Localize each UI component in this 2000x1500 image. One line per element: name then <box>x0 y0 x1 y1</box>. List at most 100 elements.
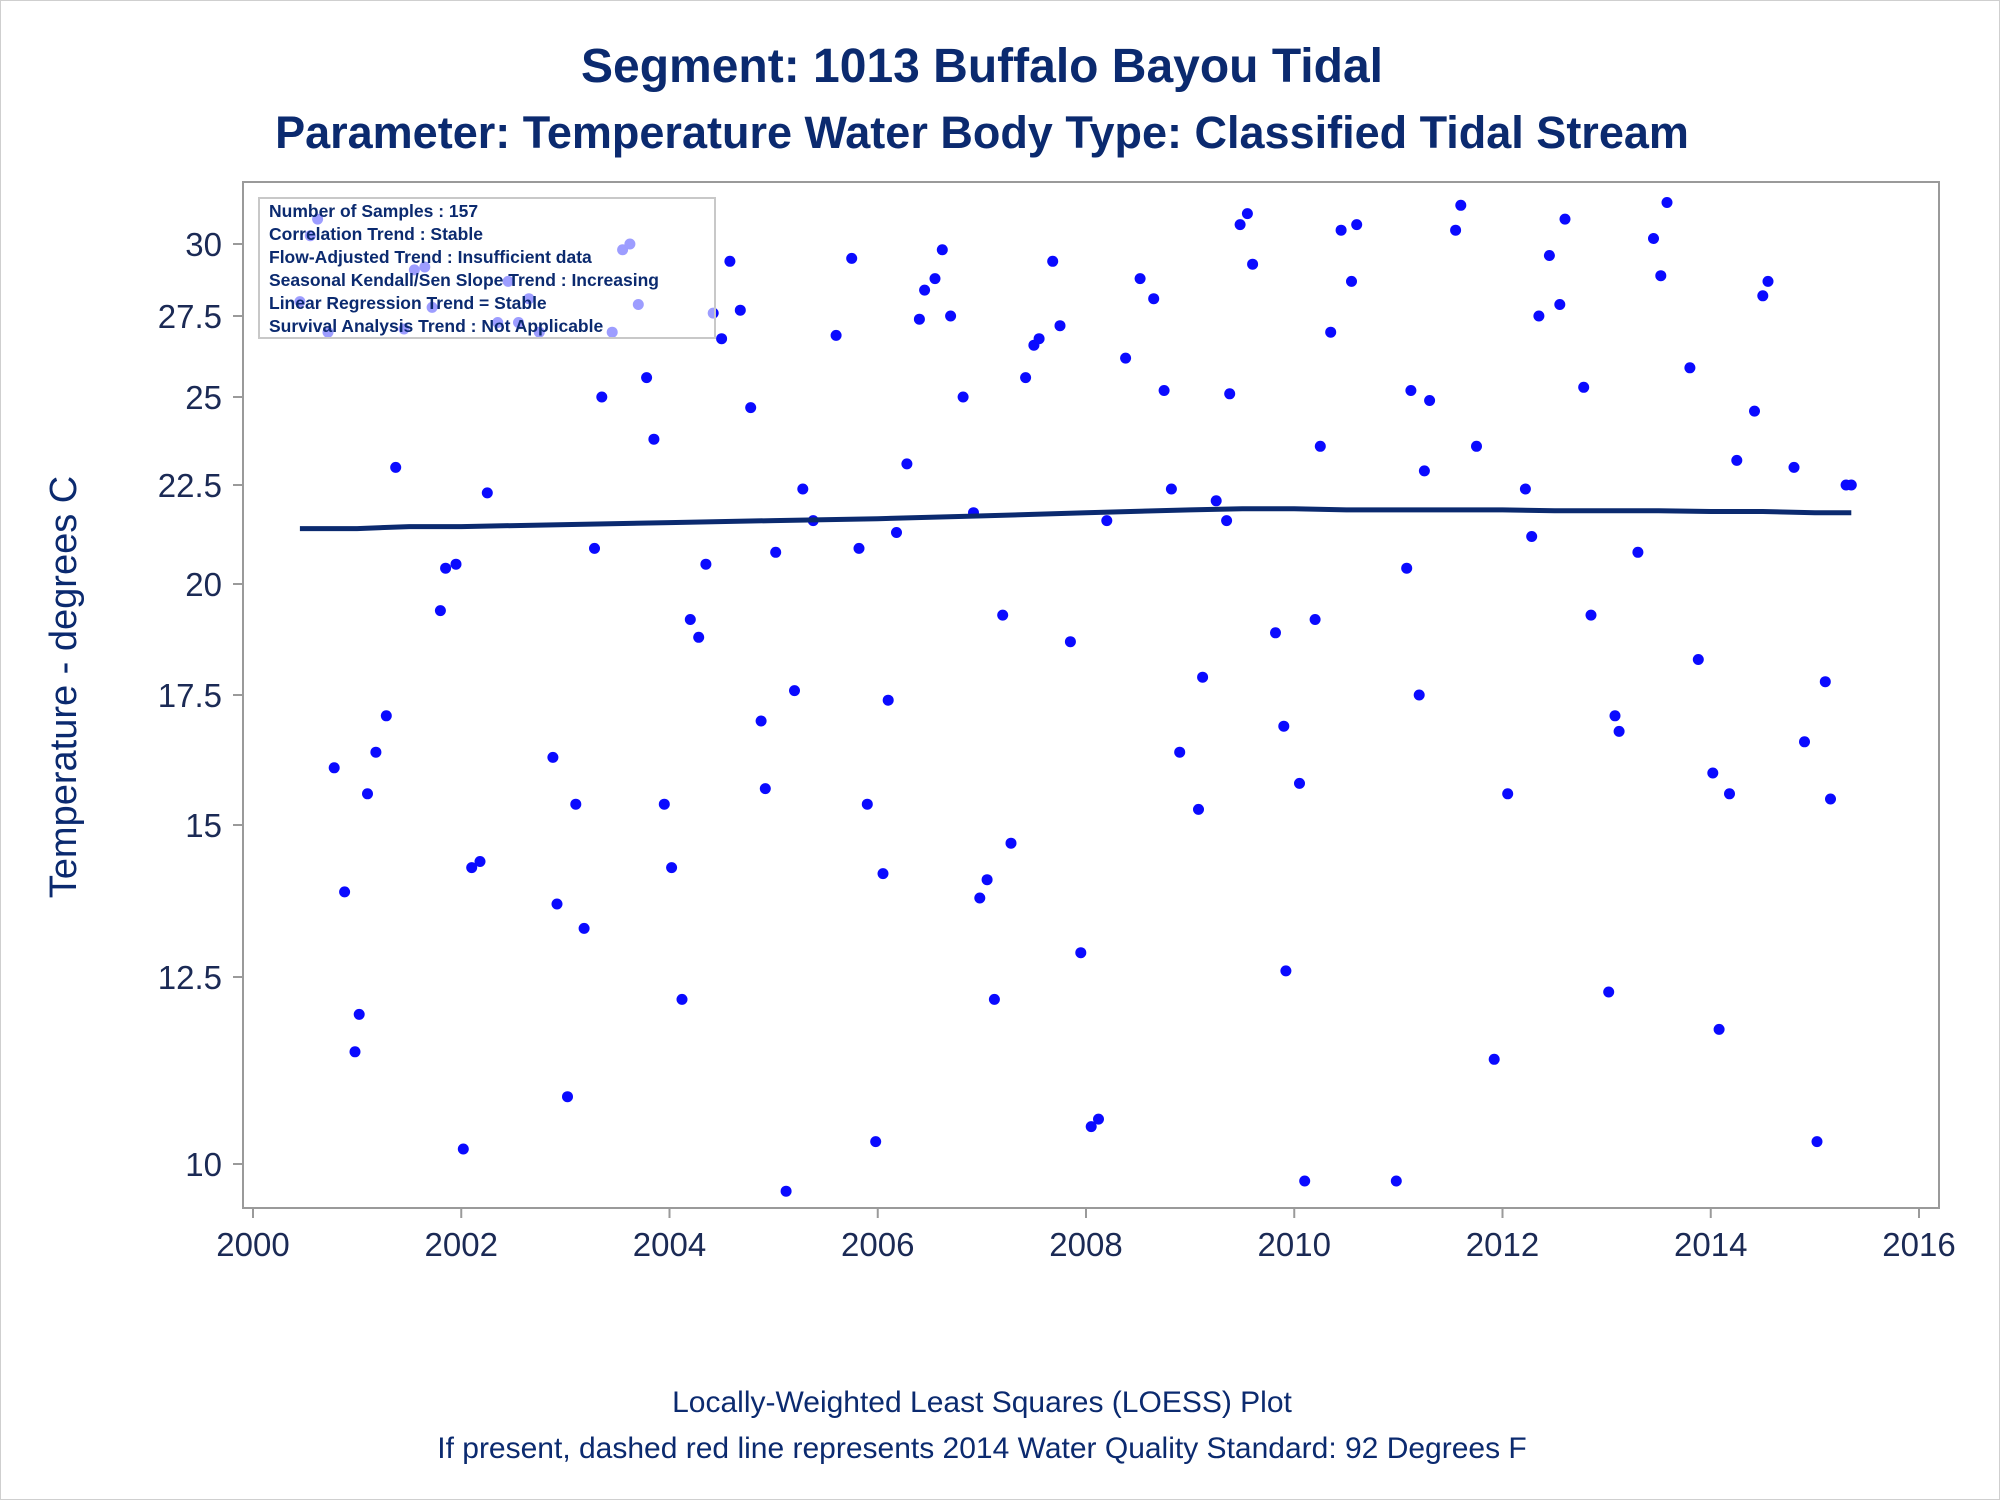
sample-point <box>589 542 600 554</box>
stats-line: Seasonal Kendall/Sen Slope Trend : Incre… <box>269 270 659 290</box>
sample-point <box>570 798 582 810</box>
sample-point <box>684 614 696 625</box>
chart-title: Segment: 1013 Buffalo Bayou Tidal <box>581 40 1383 93</box>
sample-point <box>1085 1121 1097 1133</box>
sample-point <box>919 284 931 296</box>
sample-point <box>1533 310 1545 322</box>
sample-point <box>676 993 688 1005</box>
y-tick-label: 25 <box>185 379 222 416</box>
x-tick-label: 2008 <box>1049 1226 1122 1263</box>
sample-point <box>1401 562 1413 574</box>
sample-point <box>1054 320 1066 332</box>
sample-point <box>466 862 478 874</box>
sample-point <box>789 685 800 697</box>
sample-point <box>1101 515 1113 527</box>
sample-point <box>1221 515 1233 527</box>
sample-point <box>1684 362 1696 374</box>
stats-box: Number of Samples : 157 Correlation Trend… <box>258 197 716 339</box>
sample-point <box>1241 208 1253 220</box>
sample-point <box>440 562 452 574</box>
sample-point <box>1526 531 1538 542</box>
sample-point <box>870 1136 882 1148</box>
loess-line <box>299 506 1852 532</box>
sample-point <box>1346 275 1357 287</box>
sample-point <box>1632 546 1644 558</box>
sample-point <box>1093 1113 1104 1125</box>
sample-point <box>349 1046 361 1058</box>
y-tick-label: 20 <box>185 566 222 603</box>
sample-point <box>1661 197 1673 208</box>
sample-point <box>1724 788 1735 800</box>
sample-point <box>1825 793 1836 805</box>
x-tick-label: 2016 <box>1882 1226 1955 1263</box>
sample-point <box>1278 720 1290 732</box>
y-tick-label: 27.5 <box>158 298 222 335</box>
sample-point <box>745 402 757 414</box>
sample-point <box>339 886 351 898</box>
y-tick-label: 22.5 <box>158 467 222 504</box>
stats-line: Survival Analysis Trend : Not Applicable <box>269 316 603 336</box>
sample-point <box>1174 746 1186 758</box>
stats-line: Flow-Adjusted Trend : Insufficient data <box>269 247 592 267</box>
sample-point <box>1193 803 1204 815</box>
footnote-loess: Locally-Weighted Least Squares (LOESS) P… <box>672 1386 1292 1419</box>
sample-point <box>1047 255 1059 267</box>
sample-point <box>390 461 402 473</box>
sample-point <box>780 1185 792 1197</box>
sample-point <box>882 694 894 706</box>
sample-point <box>1450 224 1462 236</box>
x-tick-label: 2004 <box>633 1226 706 1263</box>
sample-point <box>1314 440 1326 452</box>
sample-point <box>700 558 712 570</box>
y-tick-label: 12.5 <box>158 959 222 996</box>
sample-point <box>1309 614 1321 625</box>
x-axis: 2000 2002 2004 2006 2008 2010 2012 2014 2016 <box>216 1207 1956 1263</box>
sample-point <box>1418 465 1430 477</box>
sample-point <box>1799 736 1810 748</box>
sample-point <box>434 605 446 617</box>
sample-point <box>1064 636 1076 648</box>
sample-point <box>1845 479 1857 491</box>
sample-point <box>945 310 957 322</box>
sample-point <box>1033 333 1045 345</box>
sample-point <box>830 329 842 341</box>
stats-line: Correlation Trend : Stable <box>269 224 483 244</box>
sample-point <box>1455 199 1467 211</box>
sample-point <box>1335 224 1347 236</box>
sample-point <box>957 391 969 403</box>
sample-point <box>362 788 373 800</box>
footnote-standard: If present, dashed red line represents 2… <box>437 1432 1527 1465</box>
sample-point <box>1294 777 1305 789</box>
sample-point <box>1158 385 1170 396</box>
sample-point <box>1757 290 1769 302</box>
sample-point <box>1554 299 1566 310</box>
y-tick-label: 30 <box>185 226 222 263</box>
x-tick-label: 2012 <box>1466 1226 1539 1263</box>
sample-point <box>724 255 736 267</box>
sample-point <box>877 868 889 880</box>
sample-point <box>648 433 660 445</box>
sample-point <box>901 458 913 470</box>
x-tick-label: 2014 <box>1674 1226 1747 1263</box>
stats-line: Linear Regression Trend = Stable <box>269 293 547 313</box>
sample-point <box>1692 654 1704 665</box>
sample-point <box>1519 483 1531 495</box>
y-tick-label: 10 <box>185 1146 222 1183</box>
sample-point <box>1603 986 1615 998</box>
y-axis-label: Temperature - degrees C <box>43 476 85 898</box>
sample-point <box>734 304 746 316</box>
sample-point <box>997 609 1009 621</box>
sample-point <box>1707 767 1719 779</box>
sample-point <box>1648 233 1659 244</box>
sample-point <box>1120 352 1132 364</box>
stats-line: Number of Samples : 157 <box>269 201 478 221</box>
sample-point <box>1075 947 1087 959</box>
sample-point <box>1731 454 1743 466</box>
sample-point <box>578 922 590 934</box>
sample-point <box>1585 609 1597 621</box>
sample-point <box>1210 495 1222 507</box>
sample-point <box>1543 250 1555 261</box>
sample-point <box>370 746 382 758</box>
sample-point <box>1299 1175 1311 1187</box>
